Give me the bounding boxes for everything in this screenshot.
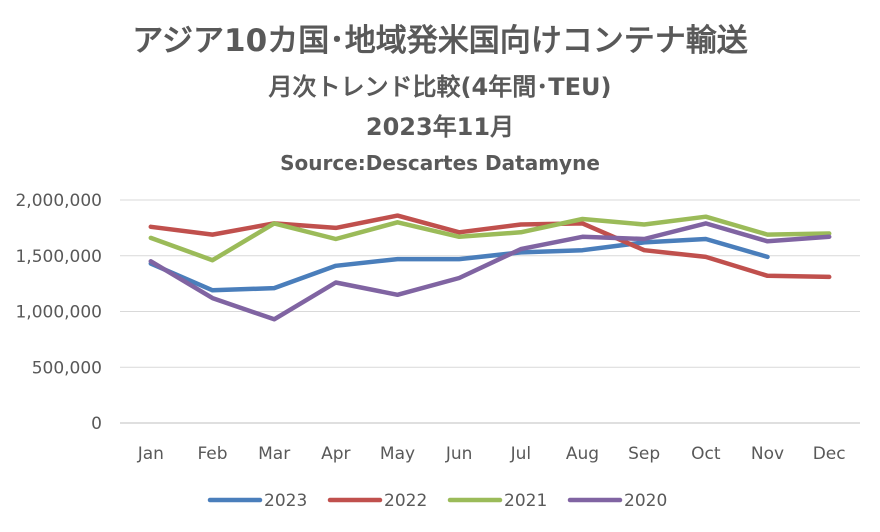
- x-tick-label: Nov: [751, 444, 784, 464]
- x-tick-label: Jan: [137, 444, 164, 464]
- y-tick-label: 1,500,000: [15, 247, 102, 267]
- chart-date-label: 2023年11月: [365, 113, 515, 141]
- x-tick-label: Oct: [691, 444, 721, 464]
- chart-subtitle: 月次トレンド比較(4年間･TEU): [268, 73, 612, 101]
- x-tick-label: Aug: [566, 444, 599, 464]
- series-line-2023: [148, 236, 770, 293]
- series-line-2021: [148, 214, 832, 263]
- x-tick-label: Jul: [510, 444, 532, 464]
- x-tick-label: Jun: [445, 444, 473, 464]
- x-tick-label: Feb: [197, 444, 227, 464]
- x-tick-label: Dec: [813, 444, 846, 464]
- y-tick-label: 1,000,000: [15, 303, 102, 323]
- legend-label-2023: 2023: [264, 491, 307, 511]
- x-tick-label: Sep: [628, 444, 660, 464]
- series-line-2022: [148, 213, 832, 280]
- legend-label-2020: 2020: [624, 491, 667, 511]
- legend-label-2021: 2021: [504, 491, 547, 511]
- series-line-2020: [148, 221, 832, 322]
- chart-source: Source:Descartes Datamyne: [280, 151, 600, 175]
- x-tick-label: Mar: [258, 444, 290, 464]
- chart-title: アジア10カ国･地域発米国向けコンテナ輸送: [132, 23, 748, 59]
- legend-label-2022: 2022: [384, 491, 427, 511]
- y-tick-label: 500,000: [32, 358, 102, 378]
- y-tick-label: 2,000,000: [15, 191, 102, 211]
- x-tick-label: May: [380, 444, 415, 464]
- x-tick-label: Apr: [321, 444, 350, 464]
- y-tick-label: 0: [91, 414, 102, 434]
